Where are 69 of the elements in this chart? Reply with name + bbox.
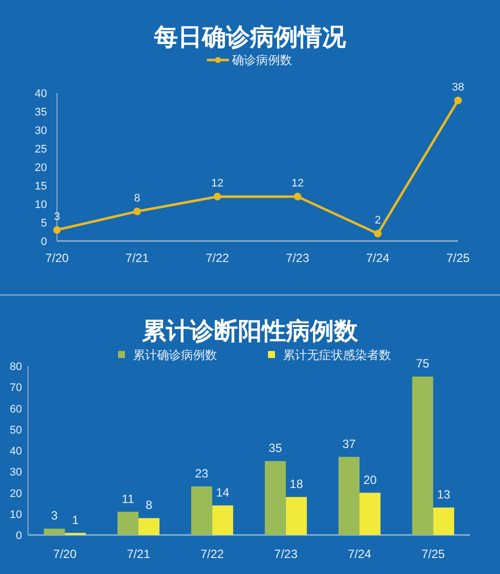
data-label: 3 [50, 508, 58, 523]
x-tick-label: 7/21 [126, 251, 150, 265]
x-tick-label: 7/24 [366, 251, 390, 265]
bar [212, 505, 234, 535]
bar [433, 508, 454, 535]
data-label: 1 [72, 512, 79, 527]
y-tick-label: 10 [10, 508, 22, 521]
data-label: 13 [436, 488, 451, 502]
bar [138, 518, 160, 535]
point [53, 226, 61, 234]
data-label: 8 [134, 192, 140, 204]
x-tick-label: 7/24 [348, 547, 372, 561]
data-label: 35 [268, 441, 282, 456]
data-label: 2 [374, 214, 381, 227]
y-tick-label: 15 [34, 180, 47, 192]
y-tick-label: 40 [34, 88, 47, 100]
x-tick-label: 7/20 [53, 547, 77, 561]
bar [191, 486, 212, 535]
chart-title: 累计诊断阳性病例数 [141, 318, 359, 345]
data-label: 12 [291, 178, 304, 190]
bar [264, 461, 286, 535]
x-tick-label: 7/20 [45, 251, 69, 265]
bar [118, 512, 138, 535]
x-tick-label: 7/25 [421, 547, 446, 561]
y-tick-label: 60 [10, 403, 22, 416]
data-label: 18 [290, 476, 304, 491]
bar [286, 496, 307, 535]
x-tick-label: 7/22 [206, 251, 230, 265]
x-tick-label: 7/23 [274, 547, 298, 561]
data-label: 23 [194, 466, 209, 480]
y-tick-label: 0 [40, 236, 47, 248]
y-tick-label: 40 [10, 446, 22, 458]
legend-label: 累计确诊病例数 [133, 348, 217, 362]
x-tick-label: 7/25 [446, 251, 470, 265]
legend-label: 确诊病例数 [231, 53, 292, 67]
bar [338, 456, 360, 535]
y-tick-label: 5 [40, 218, 47, 230]
bar [44, 528, 65, 535]
x-tick-label: 7/23 [286, 251, 310, 265]
y-tick-label: 80 [10, 361, 22, 373]
x-tick-label: 7/21 [126, 547, 150, 561]
y-tick-label: 30 [34, 125, 47, 137]
point [294, 192, 302, 200]
y-tick-label: 50 [10, 424, 22, 436]
bar [412, 376, 434, 535]
data-label: 38 [452, 81, 464, 94]
point [133, 208, 141, 216]
data-label: 8 [146, 498, 153, 512]
legend-label: 累计无症状感染者数 [283, 348, 391, 362]
y-tick-label: 20 [10, 488, 22, 500]
bar [360, 492, 380, 535]
data-label: 11 [122, 492, 135, 506]
data-label: 14 [216, 485, 230, 500]
y-tick-label: 25 [34, 144, 47, 156]
y-tick-label: 70 [10, 382, 22, 394]
y-tick-label: 30 [10, 466, 22, 479]
data-label: 12 [211, 178, 224, 190]
data-label: 37 [342, 436, 356, 451]
data-label: 20 [363, 472, 377, 487]
y-tick-label: 35 [34, 106, 47, 118]
y-tick-label: 20 [34, 162, 47, 174]
point [214, 192, 222, 200]
point [454, 96, 462, 104]
y-tick-label: 10 [34, 199, 47, 211]
chart-title: 每日确诊病例情况 [153, 24, 347, 51]
y-tick-label: 0 [16, 530, 22, 542]
x-tick-label: 7/22 [200, 547, 224, 561]
point [374, 230, 382, 238]
data-label: 75 [416, 356, 430, 371]
